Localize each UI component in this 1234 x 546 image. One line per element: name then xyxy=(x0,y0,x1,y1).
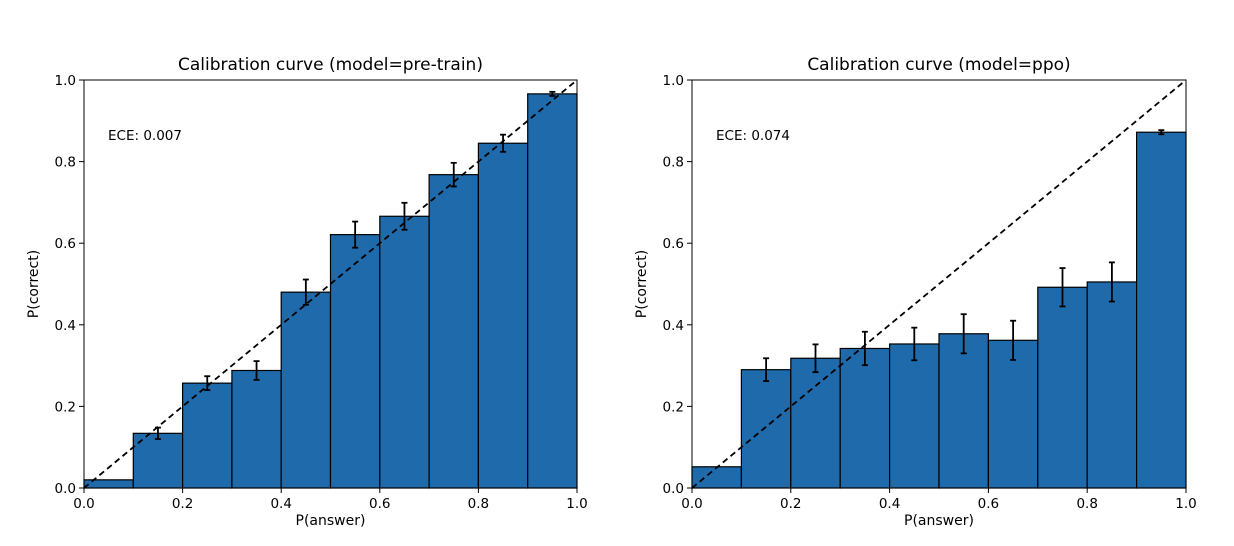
bar-bin-9 xyxy=(1086,281,1138,489)
y-tick-label: 0.2 xyxy=(55,399,76,415)
diagonal-reference-line xyxy=(83,79,578,489)
bar-bin-6 xyxy=(329,234,381,489)
chart-panel-1: 0.0 0.2 0.4 0.6 0.8 1.0 0.0 0.2 0.4 0.6 0.8 1.0 Cali… xyxy=(26,55,588,529)
y-tick-label: 0.4 xyxy=(55,318,76,334)
x-tick-label: 0.4 xyxy=(270,496,291,512)
error-bar-bin-6 xyxy=(352,220,359,249)
bar-bin-10 xyxy=(1135,131,1187,489)
error-bar-bin-6 xyxy=(960,313,967,355)
y-tick-label: 0.4 xyxy=(663,318,684,334)
x-tick-label: 0.6 xyxy=(369,496,390,512)
bar-bin-4 xyxy=(839,347,891,489)
error-bar-bin-9 xyxy=(500,133,507,153)
bar-bin-4 xyxy=(231,369,282,489)
chart-title: Calibration curve (model=ppo) xyxy=(807,55,1070,75)
x-tick-label: 0.0 xyxy=(73,496,94,512)
x-axis-label: P(answer) xyxy=(296,513,366,529)
y-tick-label: 0.6 xyxy=(663,236,684,252)
error-bar-bin-4 xyxy=(861,330,868,367)
x-tick-label: 0.2 xyxy=(172,496,193,512)
ece-annotation: ECE: 0.074 xyxy=(716,128,790,144)
bar-bin-8 xyxy=(428,174,480,489)
error-bar-bin-5 xyxy=(302,278,309,306)
x-axis-label: P(answer) xyxy=(904,513,974,529)
error-bar-bin-5 xyxy=(911,326,918,362)
bar-bin-5 xyxy=(280,291,332,489)
y-tick-label: 1.0 xyxy=(55,73,76,89)
x-tick-label: 1.0 xyxy=(566,496,587,512)
error-bar-bin-8 xyxy=(1059,267,1066,308)
bar-bin-2 xyxy=(740,369,792,489)
error-bar-bin-3 xyxy=(204,375,211,391)
y-tick-label: 0.0 xyxy=(55,481,76,497)
y-tick-label: 0.8 xyxy=(55,155,76,171)
x-tick-label: 0.0 xyxy=(681,496,702,512)
axes-frame xyxy=(691,79,1187,489)
y-axis-label: P(correct) xyxy=(634,250,650,318)
axes-frame xyxy=(83,79,578,489)
error-bar-bin-9 xyxy=(1108,261,1115,303)
bar-bin-9 xyxy=(477,142,529,489)
error-bar-bin-7 xyxy=(1010,319,1017,361)
x-tick-label: 0.6 xyxy=(978,496,999,512)
x-tick-label: 0.8 xyxy=(468,496,489,512)
chart-panel-2: 0.0 0.2 0.4 0.6 0.8 1.0 0.0 0.2 0.4 0.6 0.8 1.0 Cali… xyxy=(634,55,1197,529)
x-tick-label: 0.8 xyxy=(1076,496,1097,512)
ece-annotation: ECE: 0.007 xyxy=(108,128,182,144)
bar-bin-8 xyxy=(1037,286,1088,489)
error-bar-bin-2 xyxy=(763,357,770,383)
diagonal-reference-line xyxy=(691,79,1187,489)
error-bar-bin-10 xyxy=(549,90,556,97)
y-tick-label: 0.2 xyxy=(663,399,684,415)
y-tick-label: 0.0 xyxy=(663,481,684,497)
x-tick-label: 1.0 xyxy=(1175,496,1196,512)
y-tick-label: 0.6 xyxy=(55,236,76,252)
y-tick-label: 0.8 xyxy=(663,155,684,171)
bar-bin-3 xyxy=(790,357,841,489)
error-bar-bin-3 xyxy=(812,343,819,374)
x-tick-label: 0.2 xyxy=(780,496,801,512)
x-tick-label: 0.4 xyxy=(879,496,900,512)
bar-bin-3 xyxy=(182,382,233,489)
bar-bin-10 xyxy=(527,93,578,489)
bar-bin-7 xyxy=(987,339,1039,489)
error-bar-bin-7 xyxy=(401,201,408,231)
error-bar-bin-10 xyxy=(1158,129,1165,136)
chart-title: Calibration curve (model=pre-train) xyxy=(178,55,483,75)
bar-bin-5 xyxy=(888,343,940,489)
bar-bin-1 xyxy=(691,466,743,489)
bar-bin-6 xyxy=(938,333,990,489)
error-bar-bin-4 xyxy=(253,360,260,381)
bar-bin-7 xyxy=(379,215,430,489)
error-bar-bin-8 xyxy=(450,161,457,188)
y-tick-label: 1.0 xyxy=(663,73,684,89)
y-axis-label: P(correct) xyxy=(26,250,42,318)
